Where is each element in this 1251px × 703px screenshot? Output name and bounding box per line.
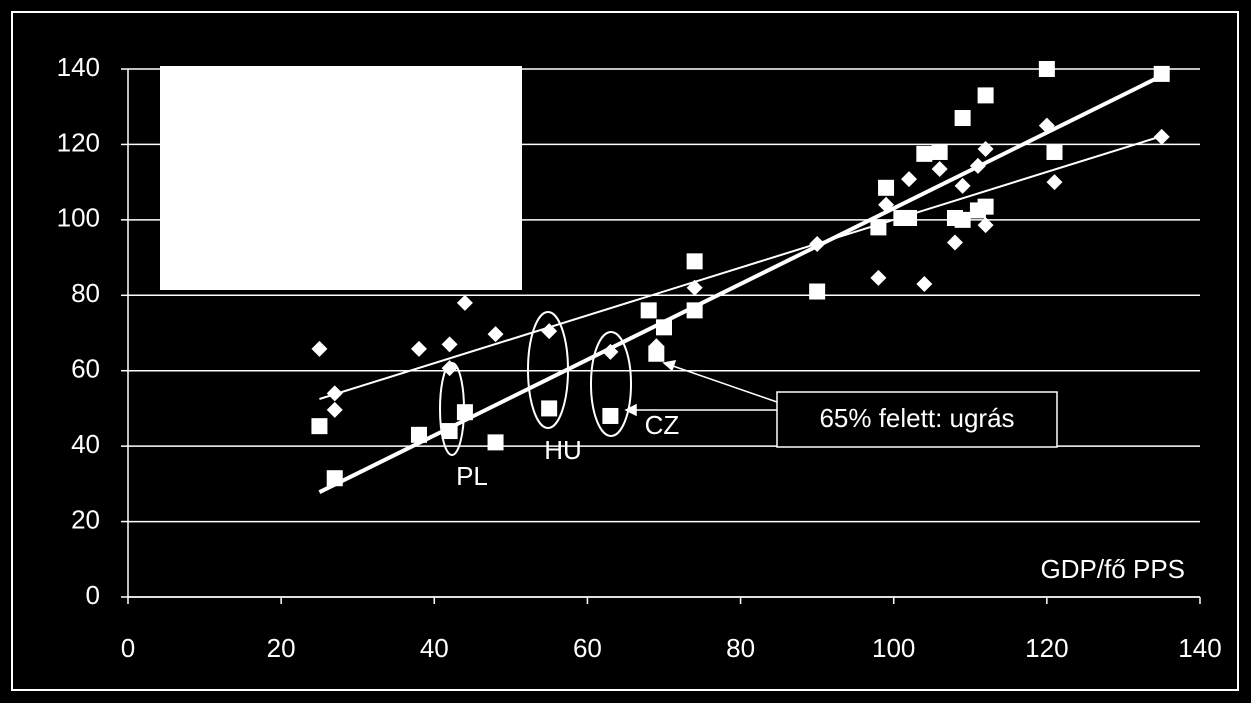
- y-tick-label: 40: [71, 429, 100, 459]
- diamond-marker: [487, 326, 504, 343]
- x-tick-label: 40: [420, 633, 449, 663]
- x-tick-label: 60: [573, 633, 602, 663]
- square-marker: [878, 179, 895, 196]
- highlight-ellipse: [527, 311, 569, 429]
- square-marker: [487, 434, 504, 451]
- diamond-marker: [878, 196, 895, 213]
- square-marker: [311, 418, 328, 435]
- diamond-marker: [1046, 174, 1063, 191]
- square-marker: [901, 209, 918, 226]
- square-marker: [1038, 61, 1055, 77]
- x-tick-label: 80: [726, 633, 755, 663]
- highlight-ellipse: [590, 331, 632, 437]
- diamond-marker: [809, 235, 826, 252]
- annotation: CZ: [645, 410, 680, 440]
- diamond-marker: [311, 340, 328, 357]
- diamond-marker: [946, 234, 963, 251]
- diamond-marker: [410, 340, 427, 357]
- diamond-marker: [916, 275, 933, 292]
- square-marker: [916, 145, 933, 162]
- diamond-marker: [602, 343, 619, 360]
- diamond-marker: [870, 269, 887, 286]
- diamond-marker: [969, 157, 986, 174]
- frame: [11, 11, 1239, 691]
- square-marker: [1046, 143, 1063, 160]
- callout-arrows: [624, 360, 778, 417]
- square-marker: [931, 143, 948, 160]
- annotation: HU: [544, 435, 582, 465]
- square-marker: [686, 302, 703, 319]
- y-tick-label: 100: [57, 203, 100, 233]
- diamond-marker: [326, 401, 343, 418]
- diamond-marker: [541, 323, 558, 340]
- x-axis-label: GDP/fő PPS: [1041, 554, 1186, 584]
- diamond-marker: [901, 171, 918, 188]
- callout-box: [776, 391, 1058, 448]
- diamond-marker: [648, 338, 665, 355]
- y-tick-label: 0: [86, 580, 100, 610]
- x-tick-label: 140: [1178, 633, 1221, 663]
- square-marker: [656, 319, 672, 336]
- diamond-marker: [977, 217, 994, 234]
- diamond-marker: [686, 279, 703, 296]
- diamond-marker: [441, 336, 458, 353]
- diamond-marker: [1153, 128, 1170, 145]
- square-marker: [977, 198, 994, 215]
- square-marker: [977, 87, 994, 104]
- highlight-ellipse: [439, 362, 465, 456]
- square-marker: [870, 219, 887, 236]
- square-marker: [541, 400, 558, 417]
- trendline: [318, 73, 1163, 494]
- annotation: 65% felett: ugrás: [819, 403, 1014, 433]
- legend-cover: [160, 66, 522, 290]
- square-marker: [686, 253, 703, 270]
- diamond-marker: [931, 160, 948, 177]
- diamond-marker: [326, 385, 343, 402]
- square-marker: [954, 110, 971, 127]
- diamond-marker: [977, 140, 994, 157]
- square-marker: [602, 407, 619, 424]
- square-marker: [809, 283, 826, 300]
- y-tick-label: 120: [57, 127, 100, 157]
- y-tick-label: 60: [71, 354, 100, 384]
- trendline: [319, 135, 1163, 400]
- diamond-marker: [456, 294, 473, 311]
- x-tick-label: 120: [1025, 633, 1068, 663]
- square-marker: [1153, 65, 1170, 82]
- square-marker: [954, 211, 971, 228]
- diamond-marker: [954, 177, 971, 194]
- square-marker: [640, 302, 657, 319]
- square-marker: [441, 423, 458, 440]
- x-tick-label: 100: [872, 633, 915, 663]
- annotation: PL: [456, 461, 488, 491]
- square-marker: [326, 470, 343, 487]
- x-tick-label: 20: [267, 633, 296, 663]
- x-tick-label: 0: [121, 633, 135, 663]
- plot-area: 0 20 40 60 80 100 120 140 0 20 40 60 80 100 120 140: [57, 52, 1222, 663]
- square-marker: [410, 426, 427, 443]
- y-tick-label: 20: [71, 504, 100, 534]
- diamond-marker: [1038, 117, 1055, 134]
- y-tick-label: 80: [71, 278, 100, 308]
- y-tick-label: 140: [57, 52, 100, 82]
